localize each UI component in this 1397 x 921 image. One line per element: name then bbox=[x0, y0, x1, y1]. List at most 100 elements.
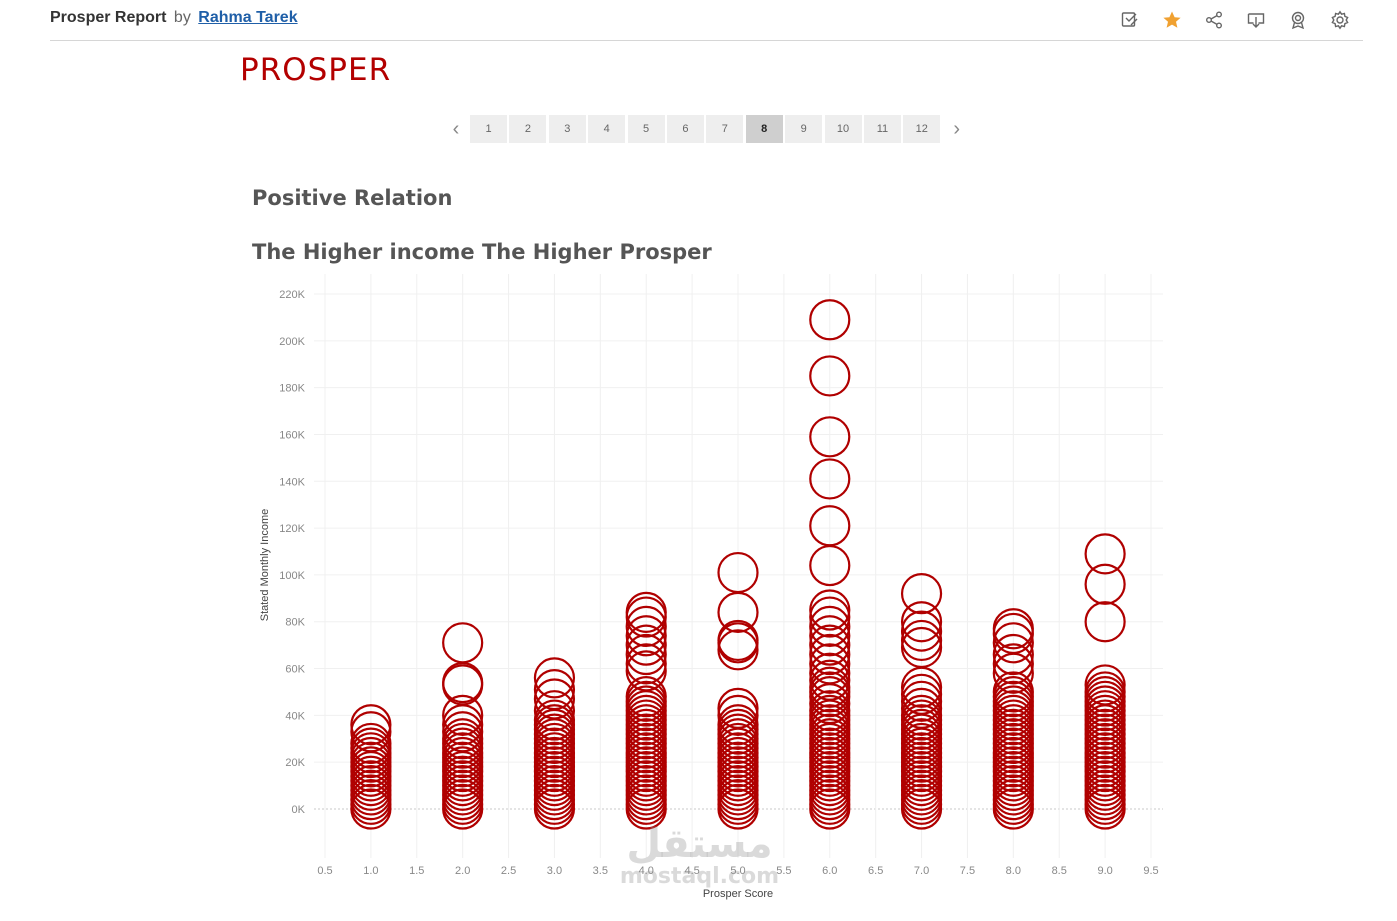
data-point bbox=[809, 416, 851, 458]
data-point bbox=[350, 711, 392, 753]
x-tick-label: 1.0 bbox=[363, 865, 378, 877]
data-point bbox=[625, 676, 667, 718]
data-point bbox=[900, 610, 943, 652]
y-tick-label: 180K bbox=[279, 383, 305, 395]
watermark: مستقل mostaql.com bbox=[612, 822, 787, 888]
data-point bbox=[809, 615, 851, 657]
dashboard-brand-title: PROSPER bbox=[240, 52, 392, 88]
chart-points bbox=[350, 299, 1126, 830]
top-bar: Prosper Report by Rahma Tarek bbox=[50, 0, 1363, 41]
settings-button[interactable] bbox=[1327, 8, 1353, 32]
breadcrumb: Prosper Report by Rahma Tarek bbox=[50, 9, 298, 27]
x-tick-label: 7.5 bbox=[960, 865, 975, 877]
data-point bbox=[809, 666, 851, 708]
data-point bbox=[809, 605, 851, 648]
data-point bbox=[809, 633, 851, 676]
x-tick-label: 9.5 bbox=[1143, 865, 1158, 877]
watermark-arabic: مستقل bbox=[626, 821, 773, 867]
data-point bbox=[809, 589, 851, 631]
x-tick-label: 3.0 bbox=[547, 865, 562, 877]
x-axis-title: Prosper Score bbox=[703, 888, 773, 900]
data-point bbox=[533, 669, 576, 711]
data-point bbox=[809, 299, 851, 341]
data-point bbox=[809, 652, 851, 694]
pager-page-11[interactable]: 11 bbox=[863, 115, 901, 143]
x-tick-label: 6.5 bbox=[868, 865, 883, 877]
download-button[interactable] bbox=[1243, 8, 1269, 32]
pager-next-button[interactable]: › bbox=[943, 115, 971, 143]
data-point bbox=[992, 633, 1034, 676]
award-icon bbox=[1291, 11, 1305, 30]
data-point bbox=[900, 601, 943, 643]
data-point bbox=[350, 722, 392, 765]
pager-page-2[interactable]: 2 bbox=[509, 115, 547, 143]
pager-pages: 1 2 3 4 5 6 7 8 9 10 11 12 bbox=[470, 115, 943, 143]
download-icon bbox=[1247, 13, 1265, 28]
data-point bbox=[625, 643, 667, 685]
y-tick-label: 220K bbox=[279, 289, 305, 301]
x-tick-label: 6.0 bbox=[822, 865, 837, 877]
data-point bbox=[900, 680, 943, 722]
data-point bbox=[900, 687, 943, 729]
chevron-left-icon: ‹ bbox=[452, 117, 460, 140]
data-point bbox=[717, 619, 759, 662]
report-title: Prosper Report bbox=[50, 9, 167, 26]
x-tick-label: 8.0 bbox=[1006, 865, 1021, 877]
pager-page-5[interactable]: 5 bbox=[627, 115, 665, 143]
pager-page-7[interactable]: 7 bbox=[706, 115, 744, 143]
award-button[interactable] bbox=[1285, 8, 1311, 32]
pager-page-9[interactable]: 9 bbox=[785, 115, 823, 143]
pager-page-1[interactable]: 1 bbox=[470, 115, 507, 143]
pager-prev-button[interactable]: ‹ bbox=[442, 115, 470, 143]
pager-page-10[interactable]: 10 bbox=[824, 115, 862, 143]
data-point bbox=[717, 694, 759, 736]
x-tick-label: 9.0 bbox=[1097, 865, 1112, 877]
pager-page-4[interactable]: 4 bbox=[588, 115, 626, 143]
x-axis-ticks: 0.5 1.0 1.5 2.0 2.5 3.0 3.5 4.0 4.5 5.0 5.5 6.0 6.5 7… bbox=[317, 865, 1158, 877]
edit-icon bbox=[1121, 12, 1138, 27]
pager-page-6[interactable]: 6 bbox=[666, 115, 704, 143]
by-label: by bbox=[173, 9, 191, 26]
chevron-right-icon: › bbox=[953, 117, 961, 140]
data-point bbox=[992, 671, 1034, 713]
data-point bbox=[1084, 533, 1126, 575]
x-tick-label: 7.0 bbox=[914, 865, 929, 877]
data-point bbox=[900, 694, 943, 736]
y-tick-label: 0K bbox=[292, 804, 306, 816]
pager-page-12[interactable]: 12 bbox=[903, 115, 941, 143]
pager-page-8[interactable]: 8 bbox=[745, 115, 783, 143]
data-point bbox=[1084, 563, 1126, 605]
x-tick-label: 3.5 bbox=[593, 865, 608, 877]
data-point bbox=[625, 624, 667, 666]
data-point bbox=[809, 659, 851, 701]
y-tick-label: 100K bbox=[279, 570, 305, 582]
data-point bbox=[1084, 601, 1126, 643]
pager-page-3[interactable]: 3 bbox=[548, 115, 586, 143]
caption-heading: Positive Relation bbox=[252, 186, 453, 210]
share-button[interactable] bbox=[1201, 8, 1227, 32]
y-tick-label: 60K bbox=[285, 664, 305, 676]
x-tick-label: 2.0 bbox=[455, 865, 470, 877]
data-point bbox=[625, 605, 667, 648]
data-point bbox=[533, 690, 576, 732]
x-tick-label: 5.0 bbox=[730, 865, 745, 877]
data-point bbox=[992, 622, 1034, 664]
edit-button[interactable] bbox=[1117, 8, 1143, 32]
y-tick-label: 120K bbox=[279, 523, 305, 535]
data-point bbox=[350, 704, 392, 746]
y-tick-label: 200K bbox=[279, 336, 305, 348]
data-point bbox=[717, 687, 759, 729]
data-point bbox=[717, 551, 759, 594]
data-point bbox=[900, 619, 943, 662]
data-point bbox=[809, 643, 851, 685]
author-link[interactable]: Rahma Tarek bbox=[198, 9, 298, 26]
data-point bbox=[809, 355, 851, 397]
data-point bbox=[533, 657, 576, 699]
y-tick-label: 20K bbox=[285, 757, 305, 769]
toolbar bbox=[1117, 8, 1353, 32]
chart-grid bbox=[314, 274, 1163, 858]
data-point bbox=[533, 699, 576, 741]
y-axis-ticks: 0K 20K 40K 60K 80K 100K 120K 140K 160K 180K 200K 22… bbox=[279, 289, 305, 816]
y-tick-label: 40K bbox=[285, 710, 305, 722]
favorite-button[interactable] bbox=[1159, 8, 1185, 32]
